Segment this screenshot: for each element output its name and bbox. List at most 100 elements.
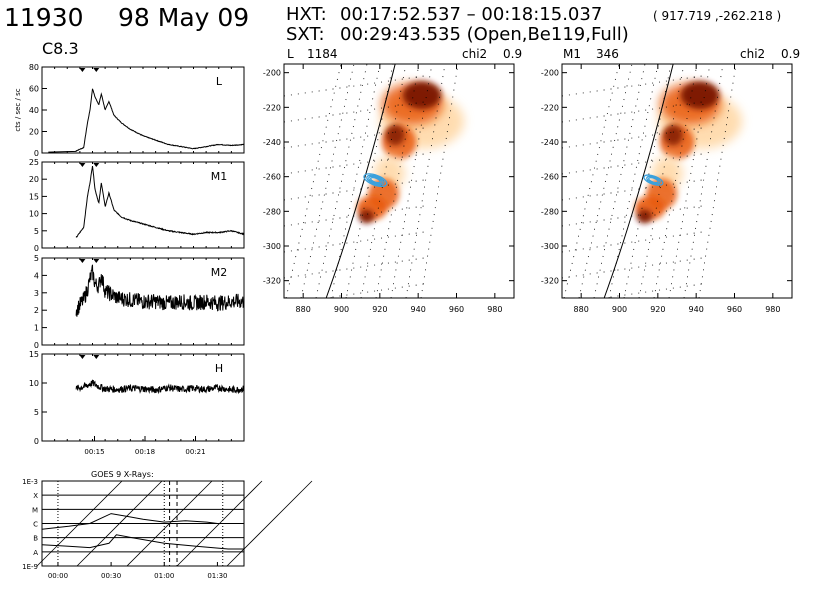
y-tick-label: 5 [34, 408, 39, 417]
lc-series-line [75, 379, 245, 395]
goes-diagonal-line [36, 480, 123, 567]
goes-x-tick-label: 01:00 [154, 572, 174, 580]
x-tick-label: 00:18 [135, 448, 155, 456]
lc-frame [41, 66, 245, 154]
solar-limb [603, 64, 674, 298]
grid-longitude-line [578, 64, 633, 298]
lc-panel-label: L [216, 75, 223, 88]
image-y-tick-label: -280 [263, 207, 281, 216]
sxt-info: 00:29:43.535 (Open,Be119,Full) [340, 24, 629, 45]
grid-latitude-line [562, 257, 703, 279]
image-M1-chi-value: 0.9 [781, 47, 800, 61]
grid-latitude-line [284, 257, 425, 279]
y-tick-label: 0 [34, 149, 39, 158]
image-x-tick-label: 920 [650, 305, 665, 314]
image-panel-L: L 1184 chi2 0.9 880 900 920 940 960 980 -200 -2… [263, 47, 522, 314]
grid-longitude-line [608, 64, 659, 298]
goes-title: GOES 9 X-Rays: [91, 470, 154, 479]
goes-ylabel: B [33, 535, 38, 543]
image-x-tick-label: 880 [296, 305, 311, 314]
image-L-chi-label: chi2 [462, 47, 487, 61]
interval-marker [93, 163, 100, 167]
goes-series-line-0 [41, 513, 244, 530]
y-tick-label: 0 [34, 341, 39, 350]
grid-latitude-line [284, 75, 425, 97]
sxt-label: SXT: [286, 24, 325, 45]
goes-ylabel: X [33, 492, 38, 500]
goes-ylabel: 1E-9 [22, 563, 38, 571]
y-tick-label: 40 [29, 106, 39, 115]
y-tick-label: 0 [34, 437, 39, 446]
grid-latitude-line [323, 283, 425, 298]
lc-panel-H: 0 5 10 15 H 00:15 00:18 00:21 [29, 350, 245, 456]
grid-latitude-line [562, 75, 703, 97]
image-content [562, 64, 743, 298]
hxt-contour [368, 175, 383, 185]
interval-marker [79, 259, 86, 263]
image-y-tick-label: -240 [541, 138, 559, 147]
grid-latitude-line [562, 205, 703, 227]
image-M1-chi-label: chi2 [740, 47, 765, 61]
y-tick-label: 80 [29, 63, 39, 72]
grid-latitude-line [562, 231, 703, 253]
lc-series-line [48, 88, 245, 153]
grid-latitude-line [601, 283, 703, 298]
y-tick-label: 25 [29, 158, 39, 167]
y-tick-label: 5 [34, 227, 39, 236]
lc-series-line [75, 264, 245, 317]
image-y-tick-label: -200 [541, 69, 559, 78]
goes-x-tick-label: 01:30 [207, 572, 227, 580]
goes-ylabel: 1E-3 [22, 478, 38, 486]
grid-longitude-line [330, 64, 381, 298]
image-y-tick-label: -280 [541, 207, 559, 216]
flare-id: 11930 [4, 3, 84, 32]
grid-longitude-line [285, 64, 342, 298]
hxt-label: HXT: [286, 4, 327, 25]
emission-blob [385, 124, 405, 146]
hxt-contour [648, 176, 659, 184]
image-y-tick-label: -320 [541, 277, 559, 286]
y-tick-label: 20 [29, 175, 39, 184]
goes-class: C8.3 [42, 39, 79, 58]
grid-longitude-line [300, 64, 355, 298]
image-L-label: L [287, 47, 294, 61]
flare-date: 98 May 09 [118, 3, 249, 32]
image-content [284, 64, 465, 298]
image-x-tick-label: 960 [449, 305, 464, 314]
y-tick-label: 60 [29, 85, 39, 94]
grid-longitude-line [563, 64, 620, 298]
grid-latitude-line [562, 179, 703, 201]
y-tick-label: 10 [29, 379, 39, 388]
lc-panel-label: H [215, 362, 223, 375]
image-x-tick-label: 940 [411, 305, 426, 314]
hxt-contour [366, 174, 385, 186]
lc-panel-label: M1 [211, 170, 228, 183]
grid-latitude-line [562, 127, 703, 149]
image-x-tick-label: 980 [765, 305, 780, 314]
y-tick-label: 15 [29, 350, 39, 359]
grid-latitude-line [284, 205, 425, 227]
y-tick-label: 10 [29, 210, 39, 219]
grid-latitude-line [284, 231, 425, 253]
grid-longitude-line [315, 64, 368, 298]
image-y-tick-label: -200 [263, 69, 281, 78]
image-x-tick-label: 900 [612, 305, 627, 314]
image-y-tick-label: -300 [541, 242, 559, 251]
goes-ylabel: C [33, 521, 38, 529]
interval-marker [79, 163, 86, 167]
image-y-tick-label: -300 [263, 242, 281, 251]
interval-marker [79, 355, 86, 359]
emission-blob [402, 81, 442, 110]
image-x-tick-label: 900 [334, 305, 349, 314]
image-frame [283, 63, 515, 299]
image-L-counts: 1184 [307, 47, 338, 61]
lc-ylabel: cts / sec / sc [14, 88, 22, 131]
interval-marker [93, 68, 100, 72]
emission-blob [636, 209, 653, 224]
goes-ylabel: M [32, 506, 38, 514]
image-y-tick-label: -260 [541, 173, 559, 182]
interval-marker [93, 259, 100, 263]
grid-longitude-line [593, 64, 646, 298]
